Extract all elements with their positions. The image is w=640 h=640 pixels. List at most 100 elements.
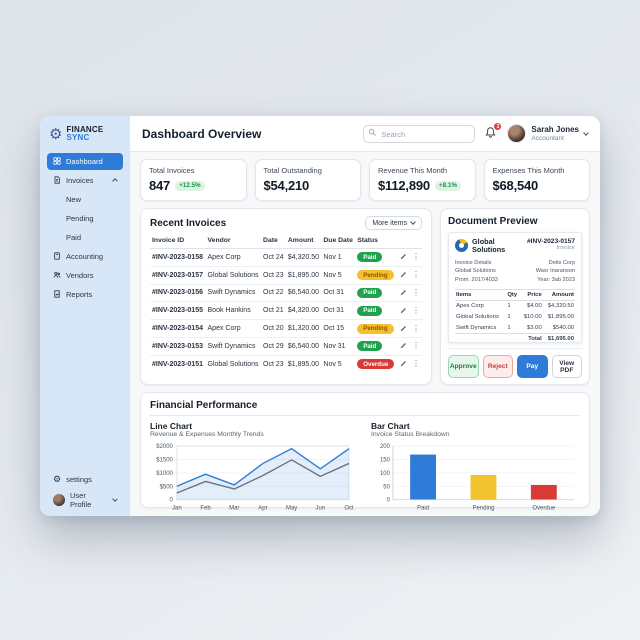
notifications-button[interactable]: 3 [484,123,502,141]
doc-type-label: Invoice [556,245,575,251]
edit-pencil-icon[interactable] [399,289,407,297]
edit-pencil-icon[interactable] [399,307,407,315]
invoice-actions-cell: ⋮ [396,266,422,285]
status-badge: Paid [357,287,383,298]
invoice-id: #INV-2023-0155 [150,301,206,321]
invoice-row[interactable]: #INV-2023-0157 Global Solutions Oct 23 $1,8… [150,266,422,285]
kebab-menu-icon[interactable]: ⋮ [412,359,420,369]
doc-item-price: $4.00 [526,303,542,310]
sidebar-item-user-profile[interactable]: User Profile [47,490,123,509]
invoice-status-cell: Paid [355,248,397,267]
notification-badge: 3 [494,123,502,130]
sidebar-item-label: User Profile [70,490,92,509]
stat-card-expenses: Expenses This Month $68,540 [483,159,590,201]
invoice-row[interactable]: #INV-2023-0155 Book Hankins Oct 21 $4,320.0… [150,301,422,321]
invoice-row[interactable]: #INV-2023-0158 Apex Corp Oct 24 $4,320.50 No… [150,248,422,267]
invoice-actions-cell: ⋮ [396,284,422,303]
doc-column-header: Items [455,288,507,301]
svg-text:0: 0 [170,498,174,504]
edit-pencil-icon[interactable] [399,360,407,368]
doc-item-amount: $540.00 [552,324,574,331]
kebab-menu-icon[interactable]: ⋮ [412,305,420,315]
invoice-table-header: Invoice ID Vendor Date Amount Due Date Status [150,234,422,249]
stats-row: Total Invoices 847 +12.5% Total Outstand… [140,159,590,201]
line-chart-block: Line Chart Revenue & Expenses Monthly Tr… [150,421,359,512]
invoice-id: #INV-2023-0156 [150,284,206,303]
delta-badge: +12.5% [175,180,205,191]
approve-button[interactable]: Approve [448,355,479,378]
search-box [363,124,476,144]
invoice-document: Global Solutions #INV-2023-0157 Invoice … [448,232,582,343]
sidebar-item-new[interactable]: New [47,191,123,208]
invoice-status-cell: Pending [355,319,397,338]
invoice-row[interactable]: #INV-2023-0156 Swift Dynamics Oct 22 $6,540… [150,284,422,303]
doc-column-header: Qty [506,288,520,301]
sidebar-item-vendors[interactable]: Vendors [47,267,123,284]
doc-item-qty: 1 [507,313,511,320]
invoice-vendor: Global Solutions [207,360,259,368]
main-area: Dashboard Overview 3 Sarah Jones Account… [130,116,600,516]
bell-icon [485,127,496,138]
invoice-date: Oct 24 [261,248,286,267]
doc-item-name: Swift Dynamics [456,324,497,331]
doc-meta-line: Prom: 2017/4033 [455,277,498,284]
edit-pencil-icon[interactable] [399,342,407,350]
invoice-vendor: Swift Dynamics [205,337,262,356]
svg-text:Oct: Oct [344,506,354,512]
invoice-id: #INV-2023-0151 [152,360,203,368]
kebab-menu-icon[interactable]: ⋮ [412,323,420,333]
sidebar-item-invoices[interactable]: Invoices [47,172,123,189]
global-solutions-logo-icon [455,239,468,253]
search-input[interactable] [363,125,476,144]
invoice-id: #INV-2023-0154 [150,319,206,338]
line-chart: 0 $500 $1000 $1500 $2000 Jan Feb Mar Apr May Jun Oc… [156,444,354,512]
user-menu[interactable]: Sarah Jones Accountant [507,124,589,143]
pay-button[interactable]: Pay [517,355,548,378]
sidebar-item-dashboard[interactable]: Dashboard [47,152,123,170]
edit-pencil-icon[interactable] [399,325,407,333]
svg-text:Pending: Pending [473,506,495,512]
invoice-actions-cell: ⋮ [396,337,422,356]
doc-company-line1: Global [472,237,495,246]
chevron-up-icon [112,178,118,185]
sidebar-item-label: Pending [66,213,94,223]
kebab-menu-icon[interactable]: ⋮ [412,270,420,280]
invoice-date: Oct 20 [261,319,286,338]
sidebar-item-accounting[interactable]: Accounting [47,248,123,265]
kebab-menu-icon[interactable]: ⋮ [412,287,420,297]
invoice-row[interactable]: #INV-2023-0151 Global Solutions Oct 23 $1,8… [150,355,422,372]
doc-item-row: Swift Dynamics 1 $3.00 $540.00 [455,322,575,333]
invoice-status-cell: Pending [355,266,397,285]
invoice-vendor: Apex Corp [205,319,262,338]
view-pdf-button[interactable]: View PDF [551,355,582,378]
stat-label: Expenses This Month [492,166,565,175]
invoice-row[interactable]: #INV-2023-0154 Apex Corp Oct 20 $1,320.00 Oc… [150,319,422,338]
invoice-due-date: Nov 31 [321,337,356,356]
sidebar-item-label: New [66,194,82,204]
invoice-row[interactable]: #INV-2023-0153 Swift Dynamics Oct 29 $6,540… [150,337,422,356]
invoice-status-cell: Overdue [355,355,397,372]
sidebar-item-settings[interactable]: ⚙ settings [47,471,123,488]
invoice-status-cell: Paid [355,284,397,303]
doc-item-name: Global Solutions [456,313,499,320]
reject-button[interactable]: Reject [482,355,513,378]
invoice-due-date: Nov 5 [323,360,342,368]
invoice-date: Oct 22 [261,284,286,303]
invoice-actions-cell: ⋮ [396,248,422,267]
edit-pencil-icon[interactable] [399,253,407,261]
invoice-file-icon [54,176,60,184]
sidebar-item-reports[interactable]: Reports [47,286,123,303]
kebab-menu-icon[interactable]: ⋮ [412,252,420,262]
sidebar-item-label: Invoices [66,175,94,185]
svg-text:$500: $500 [160,484,174,490]
more-items-button[interactable]: More items [365,216,422,230]
doc-column-header: Amount [542,288,575,301]
sidebar-item-pending[interactable]: Pending [47,210,123,227]
sidebar-item-paid[interactable]: Paid [47,229,123,246]
chevron-down-icon [583,129,589,136]
sidebar-item-label: Vendors [66,270,94,280]
svg-text:Mar: Mar [229,506,239,512]
kebab-menu-icon[interactable]: ⋮ [412,341,420,351]
edit-pencil-icon[interactable] [399,271,407,279]
svg-text:$1000: $1000 [156,471,173,477]
